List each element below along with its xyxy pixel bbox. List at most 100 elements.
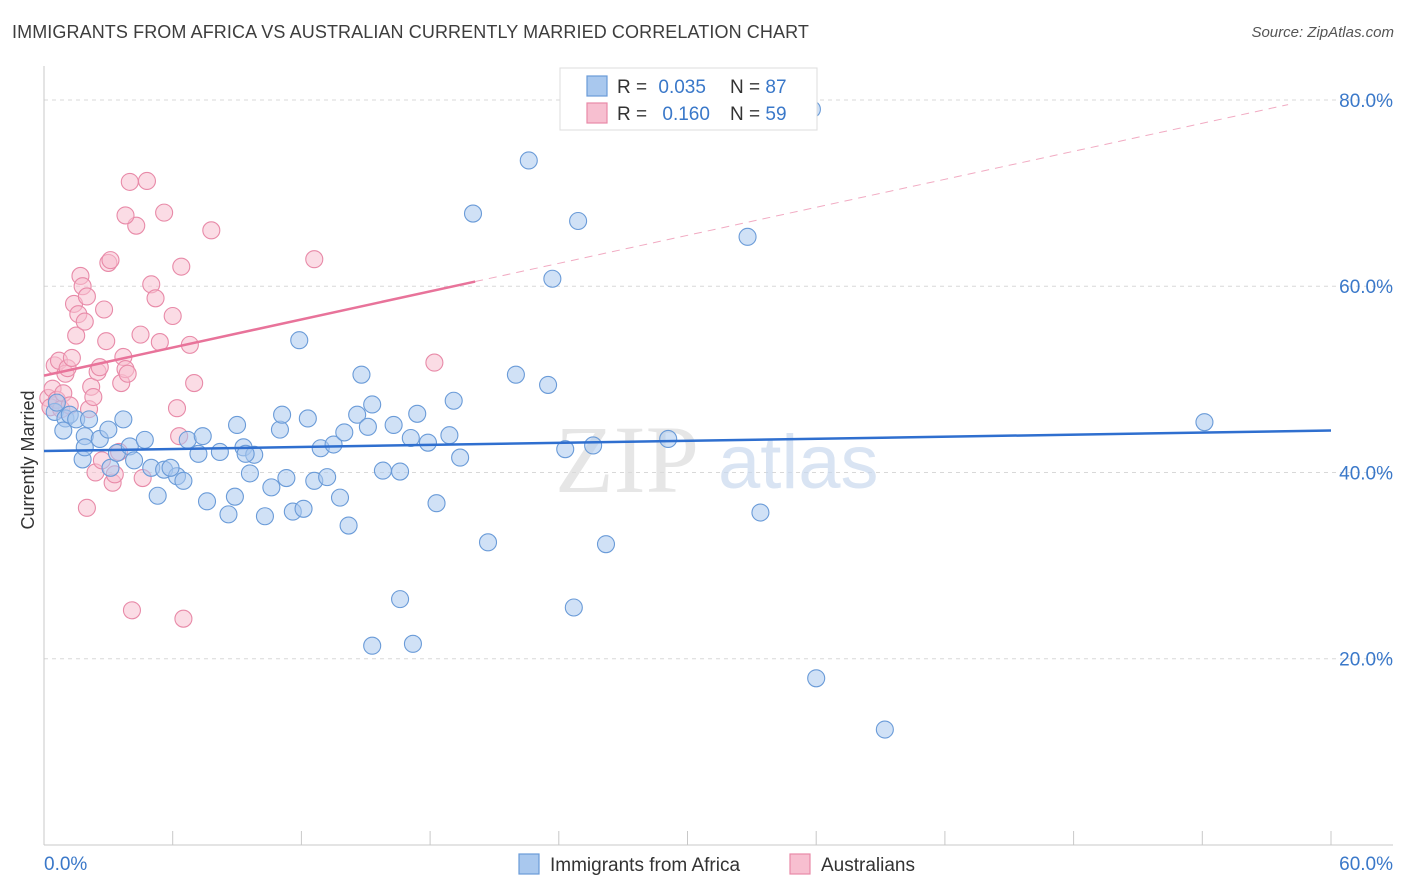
africa-point bbox=[174, 471, 193, 490]
y-tick-label: 40.0% bbox=[1339, 463, 1393, 484]
y-tick-labels: 20.0% 40.0% 60.0% 80.0% bbox=[1339, 91, 1393, 671]
australians-point bbox=[75, 312, 94, 331]
africa-point bbox=[339, 516, 358, 535]
australians-trend-line bbox=[43, 280, 476, 377]
australians-point bbox=[97, 332, 116, 351]
australians-point bbox=[305, 250, 324, 269]
australians-trend-extension bbox=[475, 104, 1289, 283]
y-tick-label: 60.0% bbox=[1339, 277, 1393, 298]
axes-layer bbox=[43, 66, 1393, 846]
africa-point bbox=[384, 415, 403, 435]
africa-point bbox=[240, 464, 259, 483]
africa-point bbox=[270, 420, 290, 439]
africa-point bbox=[556, 440, 575, 459]
australians-point bbox=[67, 326, 86, 345]
points-layer bbox=[39, 100, 1214, 739]
africa-point bbox=[463, 204, 483, 223]
africa-point bbox=[294, 499, 313, 518]
africa-point bbox=[161, 458, 180, 477]
africa-point bbox=[125, 451, 144, 470]
legend-swatch-pink bbox=[586, 102, 608, 124]
australians-point bbox=[122, 601, 141, 620]
africa-point bbox=[519, 151, 538, 170]
australians-point bbox=[101, 251, 120, 270]
africa-point bbox=[79, 410, 99, 429]
africa-point bbox=[408, 404, 427, 423]
australians-point bbox=[174, 609, 193, 628]
x-tick-labels: 0.0% 60.0% bbox=[44, 854, 1393, 875]
australians-point bbox=[84, 387, 103, 407]
australians-point bbox=[118, 364, 137, 383]
australians-point bbox=[77, 498, 96, 517]
y-tick-label: 80.0% bbox=[1339, 91, 1393, 112]
australians-point bbox=[137, 171, 157, 191]
africa-point bbox=[290, 331, 309, 350]
africa-point bbox=[101, 458, 120, 477]
legend-r-label: R = bbox=[617, 77, 652, 98]
x-tick-label: 0.0% bbox=[44, 854, 87, 875]
australians-point bbox=[172, 257, 191, 276]
australians-point bbox=[62, 348, 81, 367]
svg-text:N = 87: N = 87 bbox=[730, 77, 787, 98]
legend-n-value: 87 bbox=[765, 77, 786, 98]
australians-point bbox=[95, 300, 114, 319]
africa-point bbox=[236, 444, 255, 463]
africa-point bbox=[569, 211, 588, 231]
africa-point bbox=[262, 478, 281, 497]
africa-point bbox=[391, 462, 410, 481]
chart-title: IMMIGRANTS FROM AFRICA VS AUSTRALIAN CUR… bbox=[12, 22, 809, 42]
australians-point bbox=[185, 374, 204, 393]
africa-point bbox=[298, 409, 317, 428]
africa-point bbox=[440, 426, 459, 445]
legend-n-label: N = bbox=[730, 77, 765, 98]
australians-point bbox=[202, 221, 221, 240]
svg-text:N = 59: N = 59 bbox=[730, 104, 787, 125]
legend-n-value: 59 bbox=[765, 104, 786, 125]
africa-point bbox=[114, 410, 133, 429]
africa-point bbox=[210, 442, 229, 462]
africa-point bbox=[330, 488, 350, 507]
watermark-atlas: atlas bbox=[718, 420, 879, 505]
y-axis-label: Currently Married bbox=[18, 390, 38, 529]
grid-layer bbox=[44, 99, 1393, 660]
africa-point bbox=[277, 469, 296, 488]
africa-point bbox=[348, 405, 367, 424]
australians-point bbox=[155, 203, 174, 222]
africa-point bbox=[543, 269, 562, 288]
africa-point bbox=[197, 492, 217, 511]
africa-point bbox=[135, 430, 154, 449]
africa-point bbox=[54, 421, 73, 440]
africa-point bbox=[75, 438, 94, 457]
svg-text:R = 0.160: R = 0.160 bbox=[617, 104, 710, 125]
africa-point bbox=[335, 423, 354, 442]
africa-point bbox=[807, 669, 826, 688]
africa-point bbox=[178, 430, 197, 449]
bottom-legend-label-blue: Immigrants from Africa bbox=[550, 855, 740, 876]
africa-point bbox=[584, 436, 603, 455]
legend-r-label: R = bbox=[617, 104, 652, 125]
australians-point bbox=[163, 306, 182, 326]
africa-point bbox=[751, 503, 770, 522]
africa-point bbox=[324, 435, 343, 454]
australians-point bbox=[77, 287, 96, 306]
legend-n-label: N = bbox=[730, 104, 765, 125]
africa-point bbox=[373, 461, 392, 480]
svg-text:R = 0.035: R = 0.035 bbox=[617, 77, 706, 98]
africa-point bbox=[418, 433, 438, 452]
africa-point bbox=[273, 405, 292, 424]
africa-point bbox=[1195, 413, 1214, 432]
africa-point bbox=[564, 598, 583, 617]
legend-r-value: 0.035 bbox=[658, 77, 706, 98]
africa-point bbox=[451, 448, 470, 467]
legend-swatch-blue bbox=[586, 75, 608, 97]
bottom-legend-label-pink: Australians bbox=[821, 855, 915, 876]
africa-point bbox=[225, 487, 244, 506]
africa-point bbox=[352, 365, 371, 384]
africa-point bbox=[539, 375, 558, 394]
africa-point bbox=[444, 391, 463, 410]
africa-point bbox=[193, 427, 212, 446]
africa-point bbox=[875, 720, 894, 739]
trend-layer bbox=[43, 104, 1332, 453]
africa-point bbox=[99, 420, 118, 439]
